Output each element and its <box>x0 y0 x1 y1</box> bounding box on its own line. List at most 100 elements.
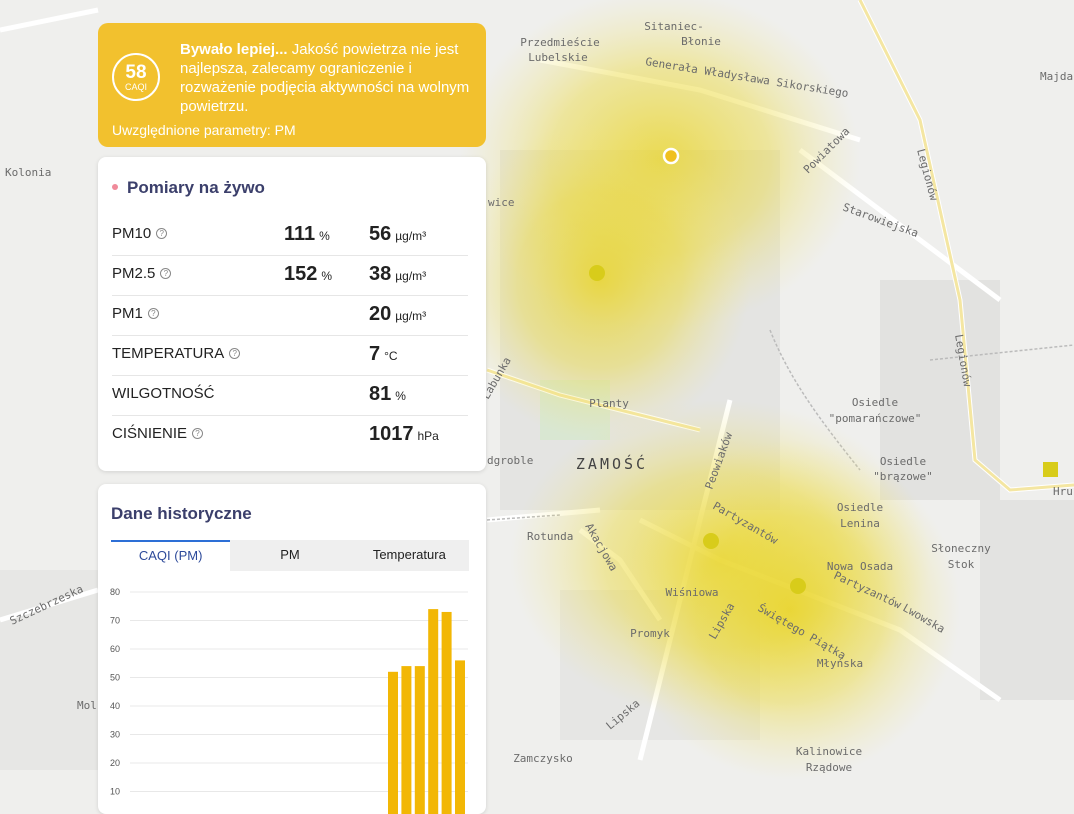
measurement-label: TEMPERATURA <box>112 345 225 362</box>
measurement-name: CIŚNIENIE? <box>112 425 204 442</box>
map-label: Promyk <box>630 627 670 640</box>
help-icon[interactable]: ? <box>192 427 204 439</box>
help-icon[interactable]: ? <box>229 347 241 359</box>
y-tick-label: 80 <box>110 587 120 597</box>
measurement-label: WILGOTNOŚĆ <box>112 385 215 402</box>
y-tick-label: 30 <box>110 730 120 740</box>
measurement-row-humidity: WILGOTNOŚĆ 81% <box>112 375 468 416</box>
history-bar[interactable] <box>388 671 398 814</box>
unit: µg/m³ <box>395 269 427 283</box>
measurement-label: PM1 <box>112 305 143 322</box>
percent-unit: % <box>319 229 330 243</box>
map-label: Przedmieście <box>520 36 599 49</box>
percent-value: 111 <box>284 223 316 245</box>
measurement-percent: 152% <box>284 263 332 286</box>
help-icon[interactable]: ? <box>156 227 168 239</box>
map-label: Osiedle <box>852 396 898 409</box>
caqi-summary-card: 58 CAQI Bywało lepiej... Jakość powietrz… <box>98 23 486 147</box>
tab-temperature[interactable]: Temperatura <box>372 547 446 562</box>
measurement-value: 81% <box>369 383 406 406</box>
y-tick-label: 10 <box>110 787 120 797</box>
sensor-marker[interactable] <box>1043 462 1058 477</box>
live-title-text: Pomiary na żywo <box>127 178 265 197</box>
measurement-row-temperature: TEMPERATURA? 7 °C <box>112 335 468 376</box>
unit: °C <box>384 349 398 363</box>
map-label: Osiedle <box>880 455 926 468</box>
measurement-name: TEMPERATURA? <box>112 345 241 362</box>
measurement-percent: 111% <box>284 223 330 246</box>
map-label: Osiedle <box>837 501 883 514</box>
map-label: Mol <box>77 699 97 712</box>
sensor-marker[interactable] <box>703 533 719 549</box>
sensor-marker[interactable] <box>662 147 680 165</box>
help-icon[interactable]: ? <box>147 307 159 319</box>
history-tabs: CAQI (PM) PM Temperatura <box>111 540 469 571</box>
y-tick-label: 70 <box>110 616 120 626</box>
map-label: Kalinowice <box>796 745 862 758</box>
y-tick-label: 60 <box>110 644 120 654</box>
help-icon[interactable]: ? <box>160 267 172 279</box>
measurement-name: WILGOTNOŚĆ <box>112 385 215 402</box>
history-bar[interactable] <box>441 611 452 814</box>
measurement-value: 56 µg/m³ <box>369 223 426 246</box>
measurement-row-pressure: CIŚNIENIE? 1017 hPa <box>112 415 468 455</box>
sensor-marker[interactable] <box>790 578 806 594</box>
measurement-name: PM1? <box>112 305 159 322</box>
unit: µg/m³ <box>395 309 427 323</box>
caqi-params: Uwzględnione parametry: PM <box>112 122 296 138</box>
value: 20 <box>369 303 392 325</box>
value: 1017 <box>369 423 414 445</box>
map-label: Rządowe <box>806 761 852 774</box>
caqi-headline: Bywało lepiej... <box>180 41 288 58</box>
history-bar[interactable] <box>428 609 439 814</box>
map-label: Młyńska <box>817 657 863 670</box>
live-indicator-icon <box>112 183 118 190</box>
map-label: Hru <box>1053 485 1073 498</box>
map-label: "pomarańczowe" <box>829 412 922 425</box>
value: 38 <box>369 263 392 285</box>
map-label: Zamczysko <box>513 752 573 765</box>
measurement-value: 7 °C <box>369 343 398 366</box>
sensor-marker[interactable] <box>589 265 605 281</box>
map-label: "brązowe" <box>873 470 933 483</box>
map-label: Sitaniec- <box>644 20 704 33</box>
measurement-row-pm10: PM10? 111% 56 µg/m³ <box>112 215 468 256</box>
map-label: Majdan <box>1040 70 1074 83</box>
value: 7 <box>369 343 381 365</box>
y-tick-label: 40 <box>110 701 120 711</box>
value: 56 <box>369 223 392 245</box>
map-label: Nowa Osada <box>827 560 893 573</box>
map-label: Lenina <box>840 517 880 530</box>
percent-value: 152 <box>284 263 318 285</box>
map-label: Słoneczny <box>931 542 991 555</box>
city-label: ZAMOŚĆ <box>576 454 648 473</box>
history-title: Dane historyczne <box>111 504 252 523</box>
unit: % <box>395 389 406 403</box>
unit: µg/m³ <box>395 229 427 243</box>
live-title: Pomiary na żywo <box>112 178 265 198</box>
history-chart: 80 70 60 50 40 30 20 10 <box>110 587 468 814</box>
history-card: Dane historyczne CAQI (PM) PM Temperatur… <box>98 484 486 814</box>
history-bar[interactable] <box>414 666 425 814</box>
map-label: Wiśniowa <box>666 586 719 599</box>
map-label: wice <box>488 196 515 209</box>
measurement-value: 20 µg/m³ <box>369 303 426 326</box>
map-label: Planty <box>589 397 629 410</box>
caqi-message: Bywało lepiej... Jakość powietrza nie je… <box>180 40 470 116</box>
history-bar[interactable] <box>455 660 465 814</box>
measurement-value: 38 µg/m³ <box>369 263 426 286</box>
map-label: dgroble <box>487 454 533 467</box>
caqi-unit: CAQI <box>124 82 147 92</box>
measurement-row-pm1: PM1? 20 µg/m³ <box>112 295 468 336</box>
map-label: Stok <box>948 558 975 571</box>
measurement-value: 1017 hPa <box>369 423 439 446</box>
y-tick-label: 20 <box>110 758 120 768</box>
tab-pm[interactable]: PM <box>280 547 300 562</box>
map-label: Lubelskie <box>528 51 588 64</box>
percent-unit: % <box>321 269 333 283</box>
history-bar[interactable] <box>401 666 412 814</box>
value: 81 <box>369 383 392 405</box>
tab-caqi[interactable]: CAQI (PM) <box>111 540 231 571</box>
caqi-value: 58 <box>125 62 147 83</box>
